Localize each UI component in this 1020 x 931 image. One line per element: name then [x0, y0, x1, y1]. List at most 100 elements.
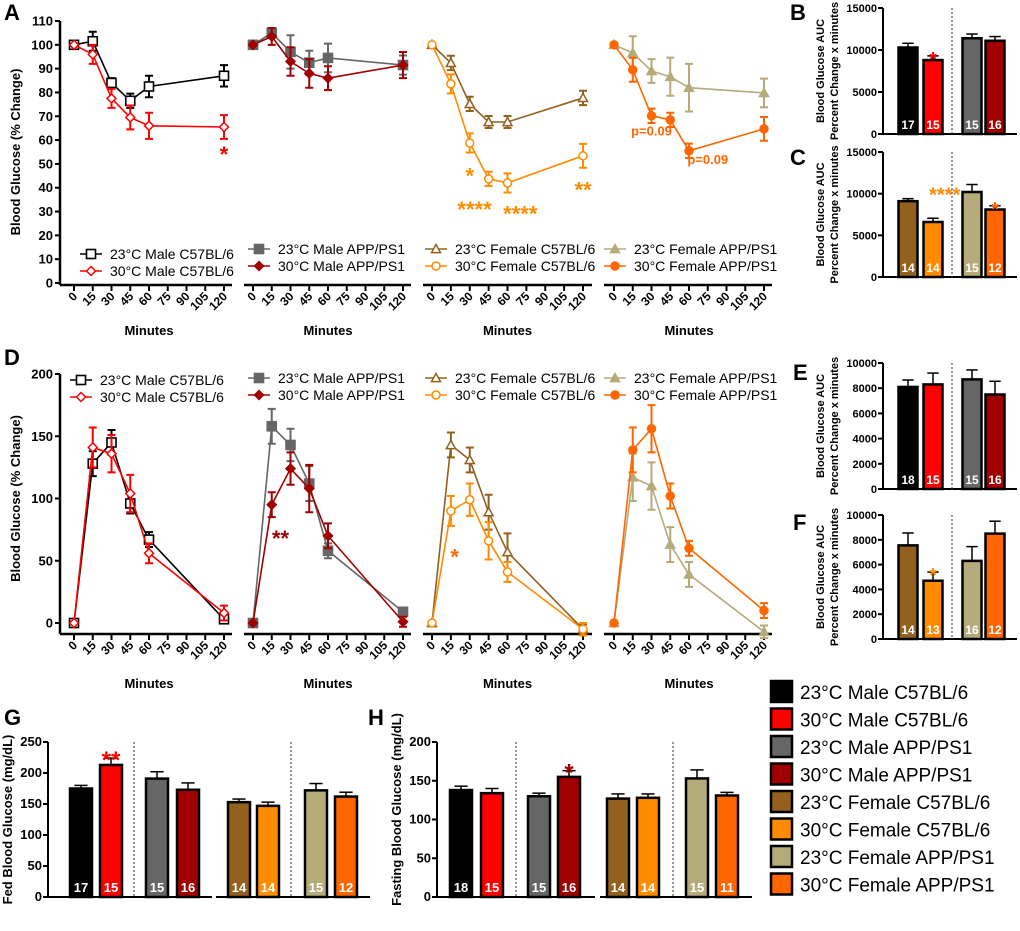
legend-swatch: [769, 817, 794, 841]
circle-marker: [427, 40, 437, 50]
circle-marker: [502, 178, 513, 188]
bar: [333, 795, 359, 899]
y-tick-label: 100: [20, 827, 42, 842]
x-tick-label: 45: [657, 638, 677, 658]
panel-c: C 0 5000 10000 15000 Blood Glucose AUC Percent…: [790, 145, 1017, 284]
bar-m30app: 16: [175, 782, 201, 899]
sample-size-label: 15: [926, 118, 940, 132]
legend-label: 30°C Male C57BL/6: [100, 389, 224, 405]
y-axis-label: Fed Blood Glucose (mg/dL): [0, 735, 15, 905]
legend-label: 30°C Female C57BL/6: [455, 258, 595, 274]
color-legend: 23°C Male C57BL/6 30°C Male C57BL/6 23°C M…: [769, 679, 995, 897]
x-tick-label: 120: [746, 638, 770, 662]
y-tick-label: 6000: [853, 408, 877, 420]
series-f30app: [609, 404, 769, 628]
triangle-marker: [430, 242, 442, 254]
y-tick-label: 150: [409, 773, 431, 788]
sample-size-label: 15: [150, 880, 164, 895]
y-axis-label: Blood Glucose AUC: [815, 374, 827, 478]
x-tick-label: 60: [494, 638, 514, 658]
significance-annotation: *: [929, 565, 937, 587]
bar: [961, 378, 983, 491]
triangle-marker: [683, 81, 695, 93]
square-marker: [85, 248, 97, 260]
bar: [479, 791, 505, 899]
legend-item: 23°C Male APP/PS1: [248, 370, 405, 386]
circle-marker: [665, 491, 675, 501]
panel-e: E 0 2000 4000 6000 8000 10000 Blood Glucose AUC…: [793, 357, 1017, 496]
y-tick-label: 50: [39, 156, 53, 171]
triangle-marker: [645, 480, 658, 491]
triangle-marker: [664, 538, 677, 549]
legend-label: 23°C Male C57BL/6: [110, 246, 234, 262]
panel-a: A 0 10 20 30 40 50 60 70 80 90 100 110 Blood Glucose …: [4, 0, 778, 338]
sample-size-label: 15: [965, 261, 979, 275]
series-m30app: [247, 27, 409, 92]
x-tick-label: 120: [206, 638, 230, 662]
bar: [984, 39, 1006, 136]
triangle-marker: [664, 70, 677, 82]
x-tick-label: 45: [475, 638, 495, 658]
square-marker: [397, 606, 409, 618]
x-tick-label: 30: [98, 289, 118, 309]
legend-swatch: [769, 679, 794, 704]
x-tick-label: 120: [746, 289, 770, 313]
legend-label: 30°C Male C57BL/6: [800, 711, 968, 732]
legend-label: 23°C Male APP/PS1: [278, 241, 405, 257]
sample-size-label: 16: [181, 880, 195, 895]
x-tick-label: 75: [155, 638, 175, 658]
sample-size-label: 15: [104, 880, 118, 895]
diamond-marker: [266, 30, 278, 43]
y-tick-label: 0: [871, 272, 877, 284]
diamond-marker: [124, 487, 136, 500]
series-m30c57: [68, 426, 230, 629]
circle-marker: [609, 618, 619, 628]
sample-size-label: 15: [309, 880, 323, 895]
triangle-marker: [758, 625, 770, 637]
square-marker: [322, 52, 334, 64]
bar-f30c57: 14: [635, 793, 661, 899]
legend-label: 23°C Male APP/PS1: [800, 738, 972, 759]
bar: [984, 208, 1006, 279]
y-tick-label: 10000: [846, 358, 877, 370]
y-tick-label: 10000: [846, 510, 877, 522]
x-tick-label: 0: [244, 289, 259, 304]
diamond-marker: [87, 441, 99, 454]
y-tick-label: 0: [424, 889, 431, 904]
diamond-marker: [143, 547, 155, 559]
diamond-marker: [266, 499, 278, 511]
bar: [984, 532, 1006, 641]
y-tick-label: 5000: [853, 230, 877, 242]
x-axis-label: Minutes: [124, 323, 173, 338]
bar-m23c57: 18: [897, 379, 919, 491]
x-tick-label: 120: [385, 289, 409, 313]
panel-letter: H: [368, 705, 384, 730]
bar-f30app: 12: [984, 520, 1006, 641]
bar: [961, 559, 983, 641]
legend-item: 23°C Male C57BL/6: [70, 372, 224, 388]
panel-letter: F: [793, 510, 806, 535]
sample-size-label: 11: [720, 880, 734, 895]
legend-item: 23°C Female APP/PS1: [604, 370, 778, 386]
bar-m30app: 16: [556, 769, 582, 899]
y-tick-label: 8000: [853, 383, 877, 395]
x-tick-label: 0: [65, 638, 80, 653]
legend-item: 23°C Female C57BL/6: [425, 370, 595, 386]
y-tick-label: 150: [20, 796, 42, 811]
x-axis-label: Minutes: [303, 323, 352, 338]
x-tick-label: 0: [423, 289, 438, 304]
bar-f30app: 12: [984, 205, 1006, 279]
bar-m23c57: 18: [448, 785, 474, 899]
y-tick-label: 8000: [853, 535, 877, 547]
y-tick-label: 6000: [853, 560, 877, 572]
square-marker: [143, 81, 155, 92]
square-marker: [253, 372, 265, 384]
y-tick-label: 80: [39, 85, 53, 100]
x-tick-label: 45: [117, 289, 137, 309]
legend-label: 23°C Female APP/PS1: [800, 848, 995, 869]
bar: [144, 777, 170, 899]
bar: [897, 544, 919, 641]
sample-size-label: 16: [988, 473, 1002, 487]
circle-marker: [759, 124, 769, 134]
x-tick-label: 60: [136, 638, 156, 658]
